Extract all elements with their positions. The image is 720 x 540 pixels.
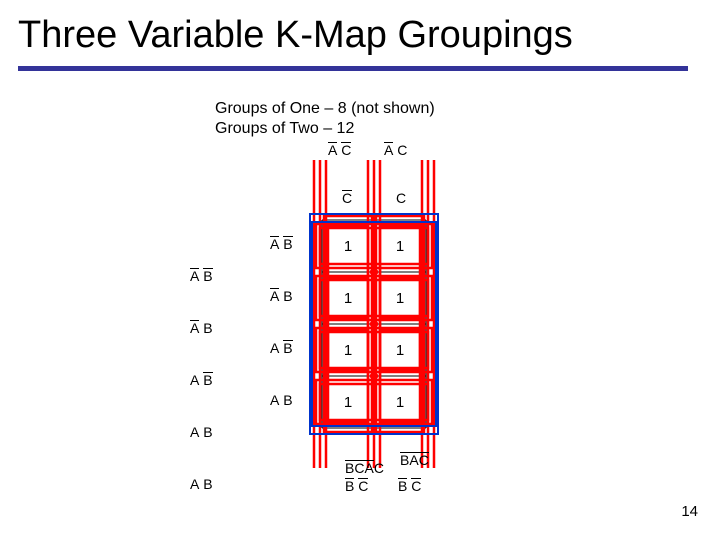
bottom-label-2: B C (345, 478, 368, 494)
svg-text:1: 1 (396, 342, 404, 359)
col-header-top-0: A C (328, 142, 351, 158)
row-header-outer-3: A B (190, 424, 213, 440)
col-header-inner-1: C (396, 190, 406, 206)
row-header-2: A B (270, 340, 293, 356)
bottom-label-3: B C (398, 478, 421, 494)
svg-text:1: 1 (396, 394, 404, 411)
row-header-1: A B (270, 288, 293, 304)
svg-text:1: 1 (344, 394, 352, 411)
kmap-diagram: 1 1 1 1 1 1 1 1 (0, 0, 720, 540)
row-header-outer-2: A B (190, 372, 213, 388)
row-header-outer-1: A B (190, 320, 213, 336)
svg-text:1: 1 (344, 238, 352, 255)
bottom-label-0: BCAC (345, 460, 384, 476)
svg-text:1: 1 (344, 342, 352, 359)
row-header-extra: A B (190, 476, 213, 492)
row-header-0: A B (270, 236, 293, 252)
bottom-label-1: BAC (400, 452, 429, 468)
svg-text:1: 1 (396, 238, 404, 255)
row-header-3: A B (270, 392, 293, 408)
col-header-inner-0: C (342, 190, 352, 206)
col-header-top-1: A C (384, 142, 407, 158)
row-header-outer-0: A B (190, 268, 213, 284)
svg-text:1: 1 (344, 290, 352, 307)
svg-text:1: 1 (396, 290, 404, 307)
